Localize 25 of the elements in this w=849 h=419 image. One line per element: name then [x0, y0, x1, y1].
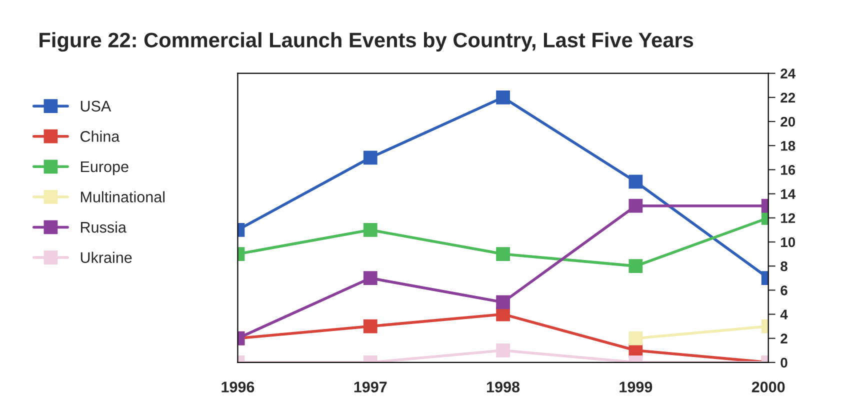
y-tick-label: 6 — [780, 285, 788, 296]
legend-label: Russia — [81, 221, 126, 233]
y-tick-label: 2 — [780, 334, 788, 344]
x-tick-label: 2000 — [752, 382, 785, 392]
y-tick-label: 22 — [780, 92, 796, 102]
y-tick-label: 10 — [781, 237, 796, 248]
legend-label: USA — [80, 100, 112, 112]
x-tick-label: 1998 — [487, 382, 520, 392]
y-tick-label: 14 — [781, 189, 796, 199]
legend-label: Europe — [81, 161, 128, 176]
x-tick-label: 1996 — [222, 382, 254, 392]
y-tick-label: 20 — [780, 116, 796, 127]
y-tick-label: 4 — [780, 310, 788, 320]
y-tick-label: 12 — [781, 213, 796, 223]
y-tick-label: 16 — [781, 165, 796, 175]
chart-title: Figure 22: Commercial Launch Events by Country, Last Five Years — [40, 32, 694, 52]
x-tick-label: 1997 — [354, 382, 387, 392]
legend-label: Ukraine — [80, 252, 132, 263]
legend-label: Multinational — [81, 191, 164, 202]
legend-label: China — [80, 130, 120, 142]
y-tick-label: 0 — [780, 358, 788, 368]
y-tick-label: 18 — [781, 140, 796, 151]
y-tick-label: 24 — [780, 68, 796, 78]
x-tick-label: 1999 — [620, 382, 652, 392]
y-tick-label: 8 — [780, 261, 788, 272]
